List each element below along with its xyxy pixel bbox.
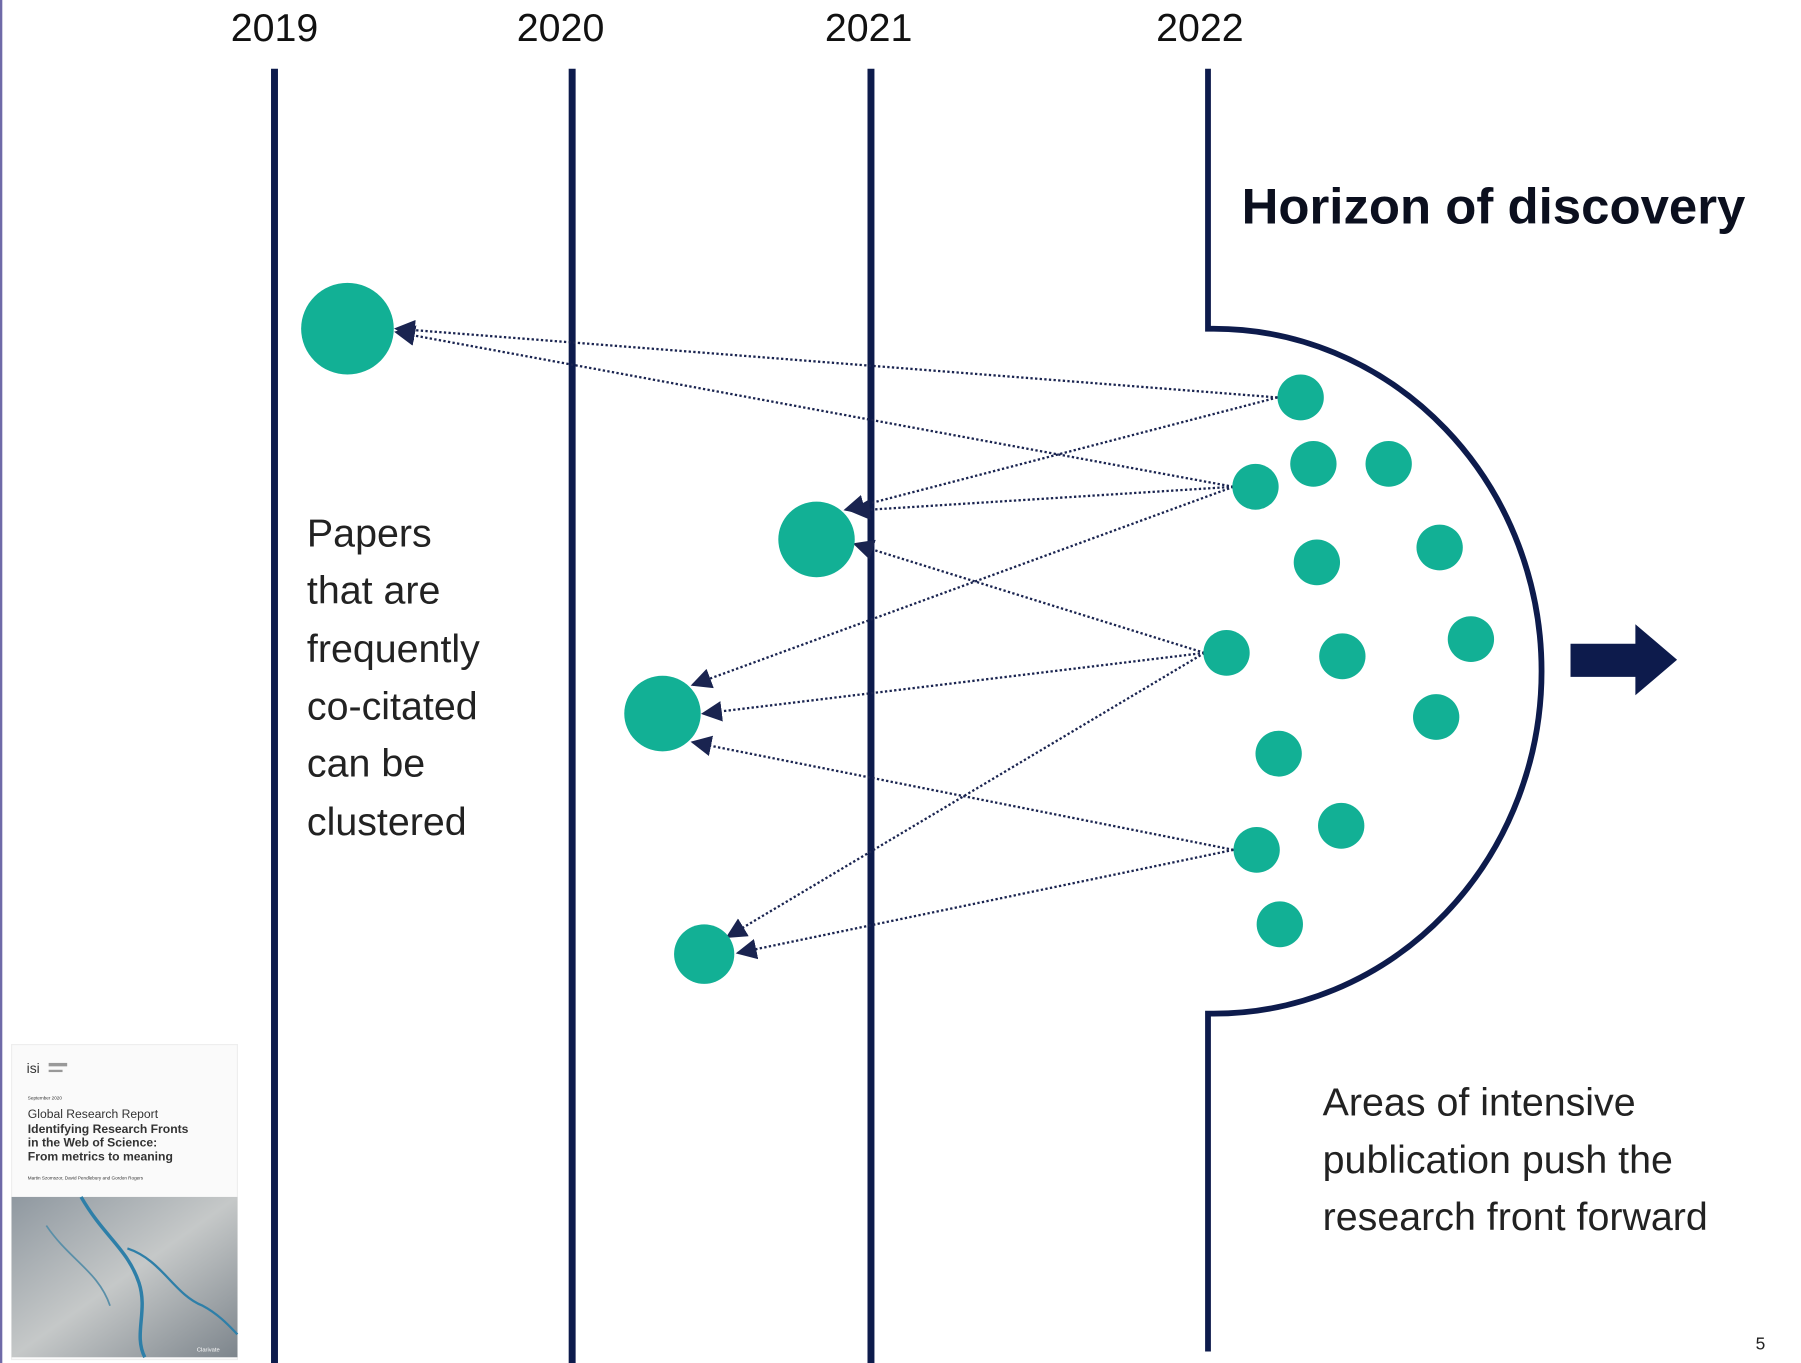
cover-date: September 2020 [28,1096,63,1101]
citing-paper [1319,633,1365,679]
arrow [693,487,1234,685]
citing-paper [1277,375,1323,421]
cover-kicker: Global Research Report [28,1107,159,1121]
citing-paper [1318,803,1364,849]
text-line: co-citated [307,685,478,728]
citing-paper [1232,464,1278,510]
cover-title: From metrics to meaning [28,1149,173,1163]
citing-paper [1290,441,1336,487]
cited-paper [624,676,700,752]
arrow [703,653,1205,714]
citing-paper [1448,616,1494,662]
forward-arrow [1571,624,1678,695]
cited-paper [674,924,734,984]
citing-paper [1203,630,1249,676]
arrow [396,329,1277,398]
year-label: 2020 [517,7,605,50]
year-label: 2021 [825,7,913,50]
cited-paper [778,502,854,578]
arrow [845,397,1277,509]
year-label: 2022 [1156,7,1244,50]
cited-paper [301,283,394,375]
citing-paper [1233,827,1279,873]
arrow [855,544,1205,653]
arrow [693,742,1234,850]
text-line: can be [307,743,425,786]
cover-authors: Martin Szomszor, David Pendlebury and Go… [28,1176,144,1181]
year-label: 2019 [231,7,319,50]
citing-paper [1294,539,1340,585]
arrow [738,850,1234,953]
page: 2019 2020 2021 2022 Horizon of discovery [0,0,1801,1363]
citing-paper [1416,525,1462,571]
text-line: publication push the [1323,1139,1673,1182]
cover-logo: isi [27,1060,40,1076]
right-text: Areas of intensive publication push the … [1323,1082,1708,1239]
report-cover: isi September 2020 Global Research Repor… [12,1045,238,1360]
paper-clusters [301,283,1494,984]
cover-title: in the Web of Science: [28,1136,157,1150]
citation-arrows [396,329,1277,953]
slide: 2019 2020 2021 2022 Horizon of discovery [0,0,1801,1363]
left-text: Papers that are frequently co-citated ca… [307,513,480,844]
logo-mark [49,1063,68,1066]
cover-image [12,1197,238,1357]
text-line: that are [307,570,441,613]
text-line: research front forward [1323,1196,1708,1239]
arrow [396,332,1233,487]
text-line: Papers [307,513,432,556]
text-line: Areas of intensive [1323,1082,1636,1125]
cover-title: Identifying Research Fronts [28,1122,189,1136]
text-line: frequently [307,628,480,671]
citing-paper [1255,731,1301,777]
logo-mark [49,1070,63,1072]
citing-paper [1366,441,1412,487]
text-line: clustered [307,801,467,844]
cover-publisher: Clarivate [197,1348,220,1354]
arrow [727,653,1204,937]
title: Horizon of discovery [1242,178,1746,235]
citing-paper [1257,901,1303,947]
citing-paper [1413,694,1459,740]
page-number: 5 [1756,1333,1766,1353]
